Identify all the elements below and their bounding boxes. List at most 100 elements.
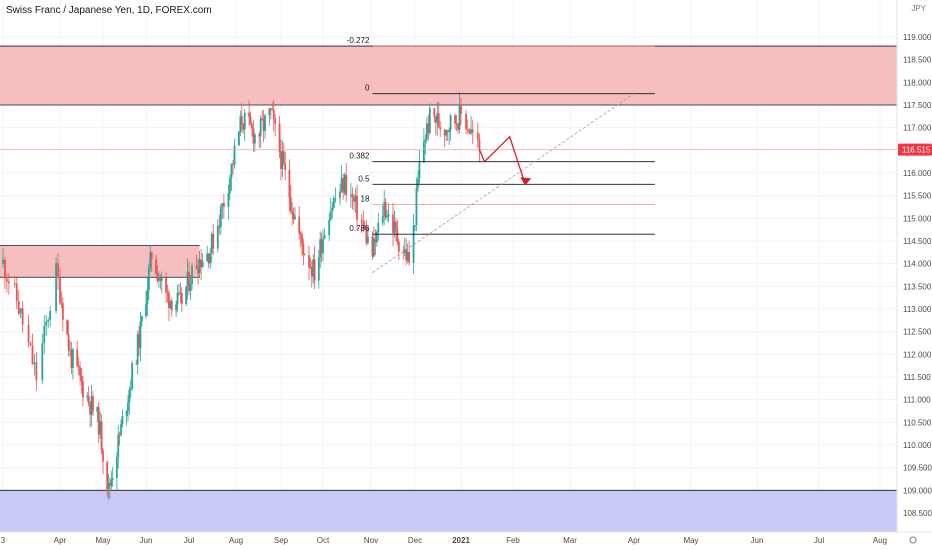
candle-body xyxy=(278,123,281,153)
candle-body xyxy=(446,130,449,133)
settings-icon[interactable] xyxy=(909,536,917,544)
candle-body xyxy=(89,402,91,415)
candle-body xyxy=(363,225,366,228)
candle-body xyxy=(393,221,396,233)
candle-body xyxy=(312,259,315,277)
candle-body xyxy=(210,233,213,254)
candle-body xyxy=(29,342,32,346)
candle-body xyxy=(373,238,375,257)
candle-body xyxy=(437,113,440,128)
candle-body xyxy=(150,252,153,260)
zone-resistance xyxy=(0,46,897,105)
candle-body xyxy=(332,198,335,208)
candle-body xyxy=(156,273,159,281)
candle-body xyxy=(402,251,405,253)
candle-body xyxy=(424,139,427,142)
candle-body xyxy=(60,302,63,304)
x-tick-label: 2021 xyxy=(452,536,470,545)
candle-body xyxy=(27,324,30,343)
candle-body xyxy=(466,129,469,131)
candle-body xyxy=(319,239,322,258)
candle-body xyxy=(135,363,138,365)
candle-body xyxy=(7,281,10,284)
y-tick-label: 113.000 xyxy=(903,305,932,314)
candle-body xyxy=(15,283,18,302)
candle-body xyxy=(19,308,22,314)
candle-body xyxy=(2,259,4,264)
candle-body xyxy=(102,450,104,462)
candle-body xyxy=(427,123,430,134)
candle-body xyxy=(243,112,246,130)
candle-body xyxy=(230,163,233,178)
candle-body xyxy=(198,259,201,274)
candle-body xyxy=(294,216,296,220)
candle-body xyxy=(282,151,285,164)
candle-body xyxy=(207,253,210,264)
y-tick-label: 117.000 xyxy=(903,124,932,133)
candle-body xyxy=(176,292,179,305)
candle-body xyxy=(79,367,81,376)
candle-body xyxy=(417,178,419,189)
y-tick-label: 110.500 xyxy=(903,418,932,427)
candle-body xyxy=(478,139,481,151)
price-badge: 116.515 xyxy=(898,143,932,156)
candle-body xyxy=(322,238,324,254)
x-tick-label: Jun xyxy=(140,536,153,545)
candle-body xyxy=(222,203,225,207)
candle-body xyxy=(17,301,20,314)
candle-body xyxy=(191,265,193,285)
x-tick-label: Apr xyxy=(628,536,641,545)
candle-body xyxy=(185,286,188,304)
price-badge-bg xyxy=(898,143,932,156)
candle-body xyxy=(371,236,374,257)
fib-level-label: -0.272 xyxy=(347,36,370,45)
candle-body xyxy=(320,239,323,254)
candle-body xyxy=(72,349,74,368)
candle-body xyxy=(99,421,102,435)
candle-body xyxy=(445,130,448,136)
candle-body xyxy=(129,388,132,390)
trendline-dashed xyxy=(372,93,635,274)
candle-body xyxy=(125,411,128,417)
y-tick-label: 116.000 xyxy=(903,169,932,178)
candle-body xyxy=(45,321,48,326)
candle-body xyxy=(218,225,221,228)
candle-body xyxy=(70,349,73,368)
candle-body xyxy=(281,151,284,169)
candle-body xyxy=(147,267,150,290)
candle-body xyxy=(397,241,400,252)
candle-body xyxy=(118,434,121,436)
y-tick-label: 110.000 xyxy=(903,441,932,450)
chart-title: Swiss Franc / Japanese Yen, 1D, FOREX.co… xyxy=(6,5,212,16)
x-tick-label: Sep xyxy=(274,536,289,545)
candle-body xyxy=(436,113,439,123)
candle-body xyxy=(354,195,357,202)
candle-body xyxy=(455,123,458,125)
candle-body xyxy=(331,207,334,212)
x-tick-label: May xyxy=(683,536,698,545)
candle-body xyxy=(434,116,437,123)
candle-body xyxy=(377,222,380,233)
candle-body xyxy=(448,130,451,133)
candle-body xyxy=(291,211,294,214)
y-tick-label: 113.500 xyxy=(903,282,932,291)
candle-body xyxy=(195,265,198,270)
candle-body xyxy=(251,124,253,129)
candle-body xyxy=(386,216,389,218)
candle-body xyxy=(471,129,474,133)
candle-body xyxy=(55,263,57,311)
price-badge-label: 116.515 xyxy=(902,146,931,155)
x-tick-label: Mar xyxy=(563,536,577,545)
candle-body xyxy=(301,234,303,244)
candle-body xyxy=(470,129,472,134)
candle-body xyxy=(115,457,118,479)
candle-body xyxy=(90,396,93,415)
candle-body xyxy=(66,319,69,335)
candle-body xyxy=(97,407,100,435)
y-tick-label: 118.000 xyxy=(903,78,932,87)
candle-body xyxy=(360,219,363,222)
candle-body xyxy=(76,349,79,366)
candle-body xyxy=(200,259,203,268)
